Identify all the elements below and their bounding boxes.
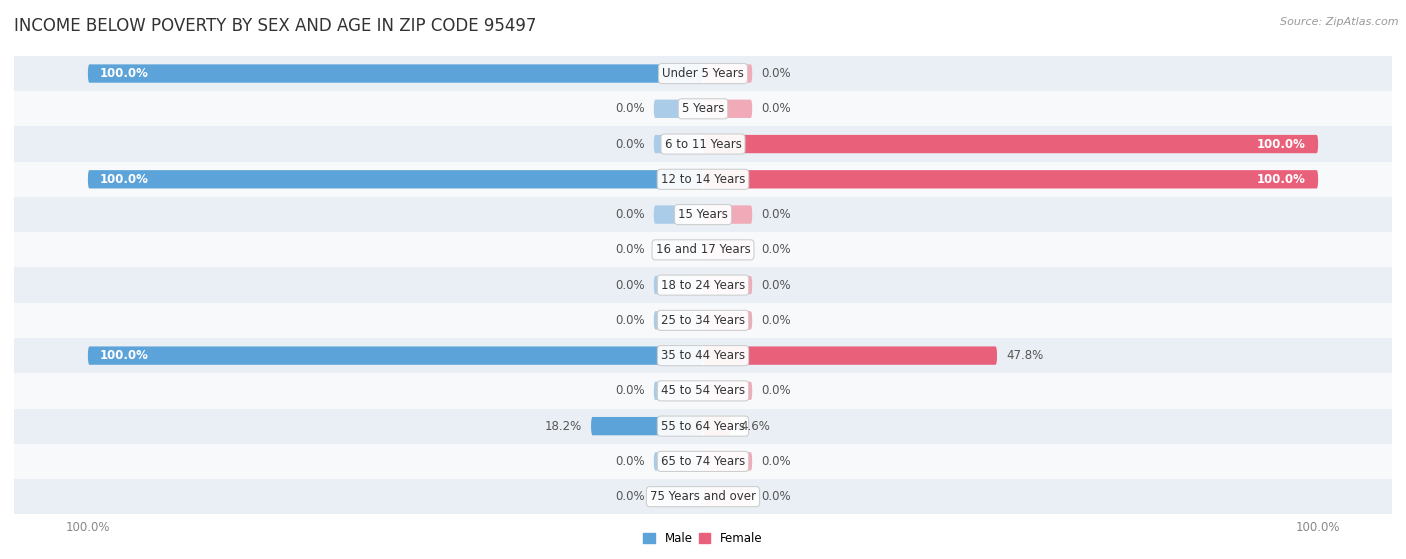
Text: 15 Years: 15 Years [678, 208, 728, 221]
Bar [14, 409, 1392, 444]
Text: 16 and 17 Years: 16 and 17 Years [655, 243, 751, 257]
FancyBboxPatch shape [703, 487, 752, 506]
Text: 25 to 34 Years: 25 to 34 Years [661, 314, 745, 327]
Text: 18.2%: 18.2% [544, 420, 582, 433]
FancyBboxPatch shape [703, 347, 997, 365]
FancyBboxPatch shape [654, 276, 703, 294]
Text: 35 to 44 Years: 35 to 44 Years [661, 349, 745, 362]
FancyBboxPatch shape [703, 241, 752, 259]
FancyBboxPatch shape [703, 170, 1319, 188]
Text: 0.0%: 0.0% [614, 490, 644, 503]
Text: 0.0%: 0.0% [614, 385, 644, 397]
Text: 47.8%: 47.8% [1007, 349, 1043, 362]
FancyBboxPatch shape [654, 135, 703, 153]
FancyBboxPatch shape [703, 205, 752, 224]
Text: 0.0%: 0.0% [762, 67, 792, 80]
Text: 100.0%: 100.0% [100, 173, 149, 186]
Text: 0.0%: 0.0% [762, 208, 792, 221]
Text: 75 Years and over: 75 Years and over [650, 490, 756, 503]
FancyBboxPatch shape [703, 276, 752, 294]
Text: 0.0%: 0.0% [762, 385, 792, 397]
Bar [14, 126, 1392, 162]
Text: 0.0%: 0.0% [614, 243, 644, 257]
FancyBboxPatch shape [703, 100, 752, 118]
Text: 100.0%: 100.0% [1257, 138, 1306, 150]
Text: 0.0%: 0.0% [614, 102, 644, 115]
Text: 0.0%: 0.0% [762, 455, 792, 468]
Bar [14, 303, 1392, 338]
Text: 0.0%: 0.0% [762, 243, 792, 257]
Text: 0.0%: 0.0% [762, 314, 792, 327]
Bar [14, 91, 1392, 126]
Text: 5 Years: 5 Years [682, 102, 724, 115]
Text: 100.0%: 100.0% [100, 67, 149, 80]
Text: 100.0%: 100.0% [1257, 173, 1306, 186]
Text: 45 to 54 Years: 45 to 54 Years [661, 385, 745, 397]
FancyBboxPatch shape [87, 170, 703, 188]
Text: 0.0%: 0.0% [614, 278, 644, 292]
FancyBboxPatch shape [703, 311, 752, 329]
FancyBboxPatch shape [87, 347, 703, 365]
Text: 0.0%: 0.0% [614, 138, 644, 150]
Text: 12 to 14 Years: 12 to 14 Years [661, 173, 745, 186]
Text: 0.0%: 0.0% [762, 490, 792, 503]
Text: 4.6%: 4.6% [741, 420, 770, 433]
Text: 0.0%: 0.0% [762, 102, 792, 115]
Text: 0.0%: 0.0% [614, 455, 644, 468]
Bar [14, 162, 1392, 197]
Text: 55 to 64 Years: 55 to 64 Years [661, 420, 745, 433]
Bar [14, 373, 1392, 409]
Bar [14, 338, 1392, 373]
Text: 0.0%: 0.0% [614, 208, 644, 221]
FancyBboxPatch shape [654, 452, 703, 471]
FancyBboxPatch shape [654, 382, 703, 400]
FancyBboxPatch shape [703, 135, 1319, 153]
Text: 18 to 24 Years: 18 to 24 Years [661, 278, 745, 292]
Text: 6 to 11 Years: 6 to 11 Years [665, 138, 741, 150]
FancyBboxPatch shape [591, 417, 703, 435]
FancyBboxPatch shape [87, 64, 703, 83]
Text: Source: ZipAtlas.com: Source: ZipAtlas.com [1281, 17, 1399, 27]
Bar [14, 267, 1392, 303]
Bar [14, 479, 1392, 514]
FancyBboxPatch shape [703, 417, 731, 435]
Text: 0.0%: 0.0% [762, 278, 792, 292]
FancyBboxPatch shape [654, 241, 703, 259]
Bar [14, 56, 1392, 91]
FancyBboxPatch shape [654, 100, 703, 118]
FancyBboxPatch shape [654, 205, 703, 224]
Text: 0.0%: 0.0% [614, 314, 644, 327]
FancyBboxPatch shape [654, 487, 703, 506]
Bar [14, 232, 1392, 267]
Text: INCOME BELOW POVERTY BY SEX AND AGE IN ZIP CODE 95497: INCOME BELOW POVERTY BY SEX AND AGE IN Z… [14, 17, 537, 35]
Text: 100.0%: 100.0% [100, 349, 149, 362]
Bar [14, 444, 1392, 479]
FancyBboxPatch shape [654, 311, 703, 329]
Text: Under 5 Years: Under 5 Years [662, 67, 744, 80]
FancyBboxPatch shape [703, 382, 752, 400]
Legend: Male, Female: Male, Female [638, 527, 768, 549]
FancyBboxPatch shape [703, 64, 752, 83]
Text: 65 to 74 Years: 65 to 74 Years [661, 455, 745, 468]
FancyBboxPatch shape [703, 452, 752, 471]
Bar [14, 197, 1392, 232]
